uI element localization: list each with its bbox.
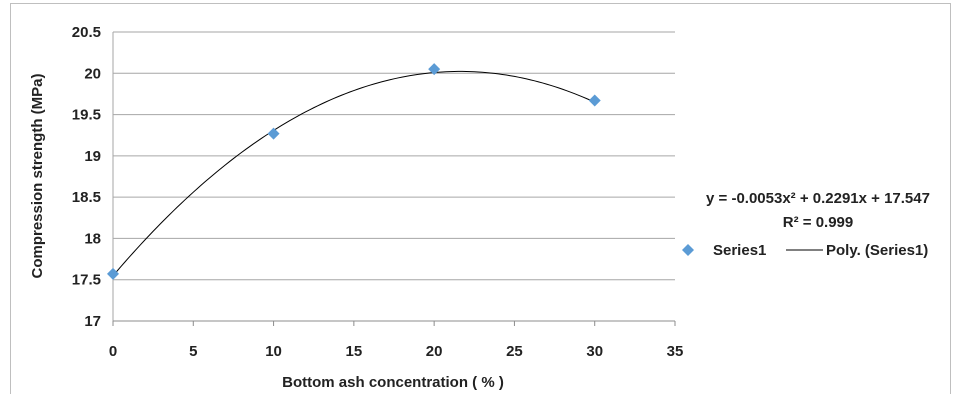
axes <box>112 32 676 326</box>
trendline-equation: y = -0.0053x² + 0.2291x + 17.547 <box>706 190 930 207</box>
y-tick-label-7: 20.5 <box>72 24 101 41</box>
data-point-3 <box>588 94 601 107</box>
y-tick-label-3: 18.5 <box>72 189 101 206</box>
x-tick-labels: 0 5 10 15 20 25 30 35 <box>109 343 684 360</box>
chart-frame <box>10 3 951 394</box>
y-axis-label: Compression strength (MPa) <box>29 73 46 278</box>
legend-series1-label: Series1 <box>713 242 766 259</box>
x-tick-label-6: 30 <box>586 343 603 360</box>
data-points <box>107 63 601 280</box>
x-tick-label-3: 15 <box>346 343 363 360</box>
data-point-0 <box>107 267 119 280</box>
y-tick-label-1: 17.5 <box>72 272 101 289</box>
trendline-r2: R² = 0.999 <box>783 214 853 231</box>
legend: Series1 Poly. (Series1) <box>682 242 928 259</box>
y-tick-label-0: 17 <box>84 313 101 330</box>
x-tick-label-0: 0 <box>109 343 117 360</box>
x-tick-label-4: 20 <box>426 343 443 360</box>
legend-trendline-label: Poly. (Series1) <box>826 242 928 259</box>
data-point-2 <box>428 63 441 76</box>
trendline-curve <box>112 70 595 277</box>
x-tick-label-5: 25 <box>506 343 523 360</box>
y-tick-label-6: 20 <box>84 65 101 82</box>
x-axis-label: Bottom ash concentration ( % ) <box>282 374 504 391</box>
legend-series1-marker <box>682 244 694 256</box>
y-tick-labels: 17 17.5 18 18.5 19 19.5 20 20.5 <box>72 24 101 330</box>
x-tick-label-7: 35 <box>667 343 684 360</box>
y-tick-label-2: 18 <box>84 230 101 247</box>
y-tick-label-5: 19.5 <box>72 107 101 124</box>
x-tick-label-1: 5 <box>189 343 197 360</box>
x-tick-label-2: 10 <box>265 343 282 360</box>
y-tick-label-4: 19 <box>84 148 101 165</box>
data-point-1 <box>267 127 280 140</box>
grid-lines <box>113 31 675 281</box>
